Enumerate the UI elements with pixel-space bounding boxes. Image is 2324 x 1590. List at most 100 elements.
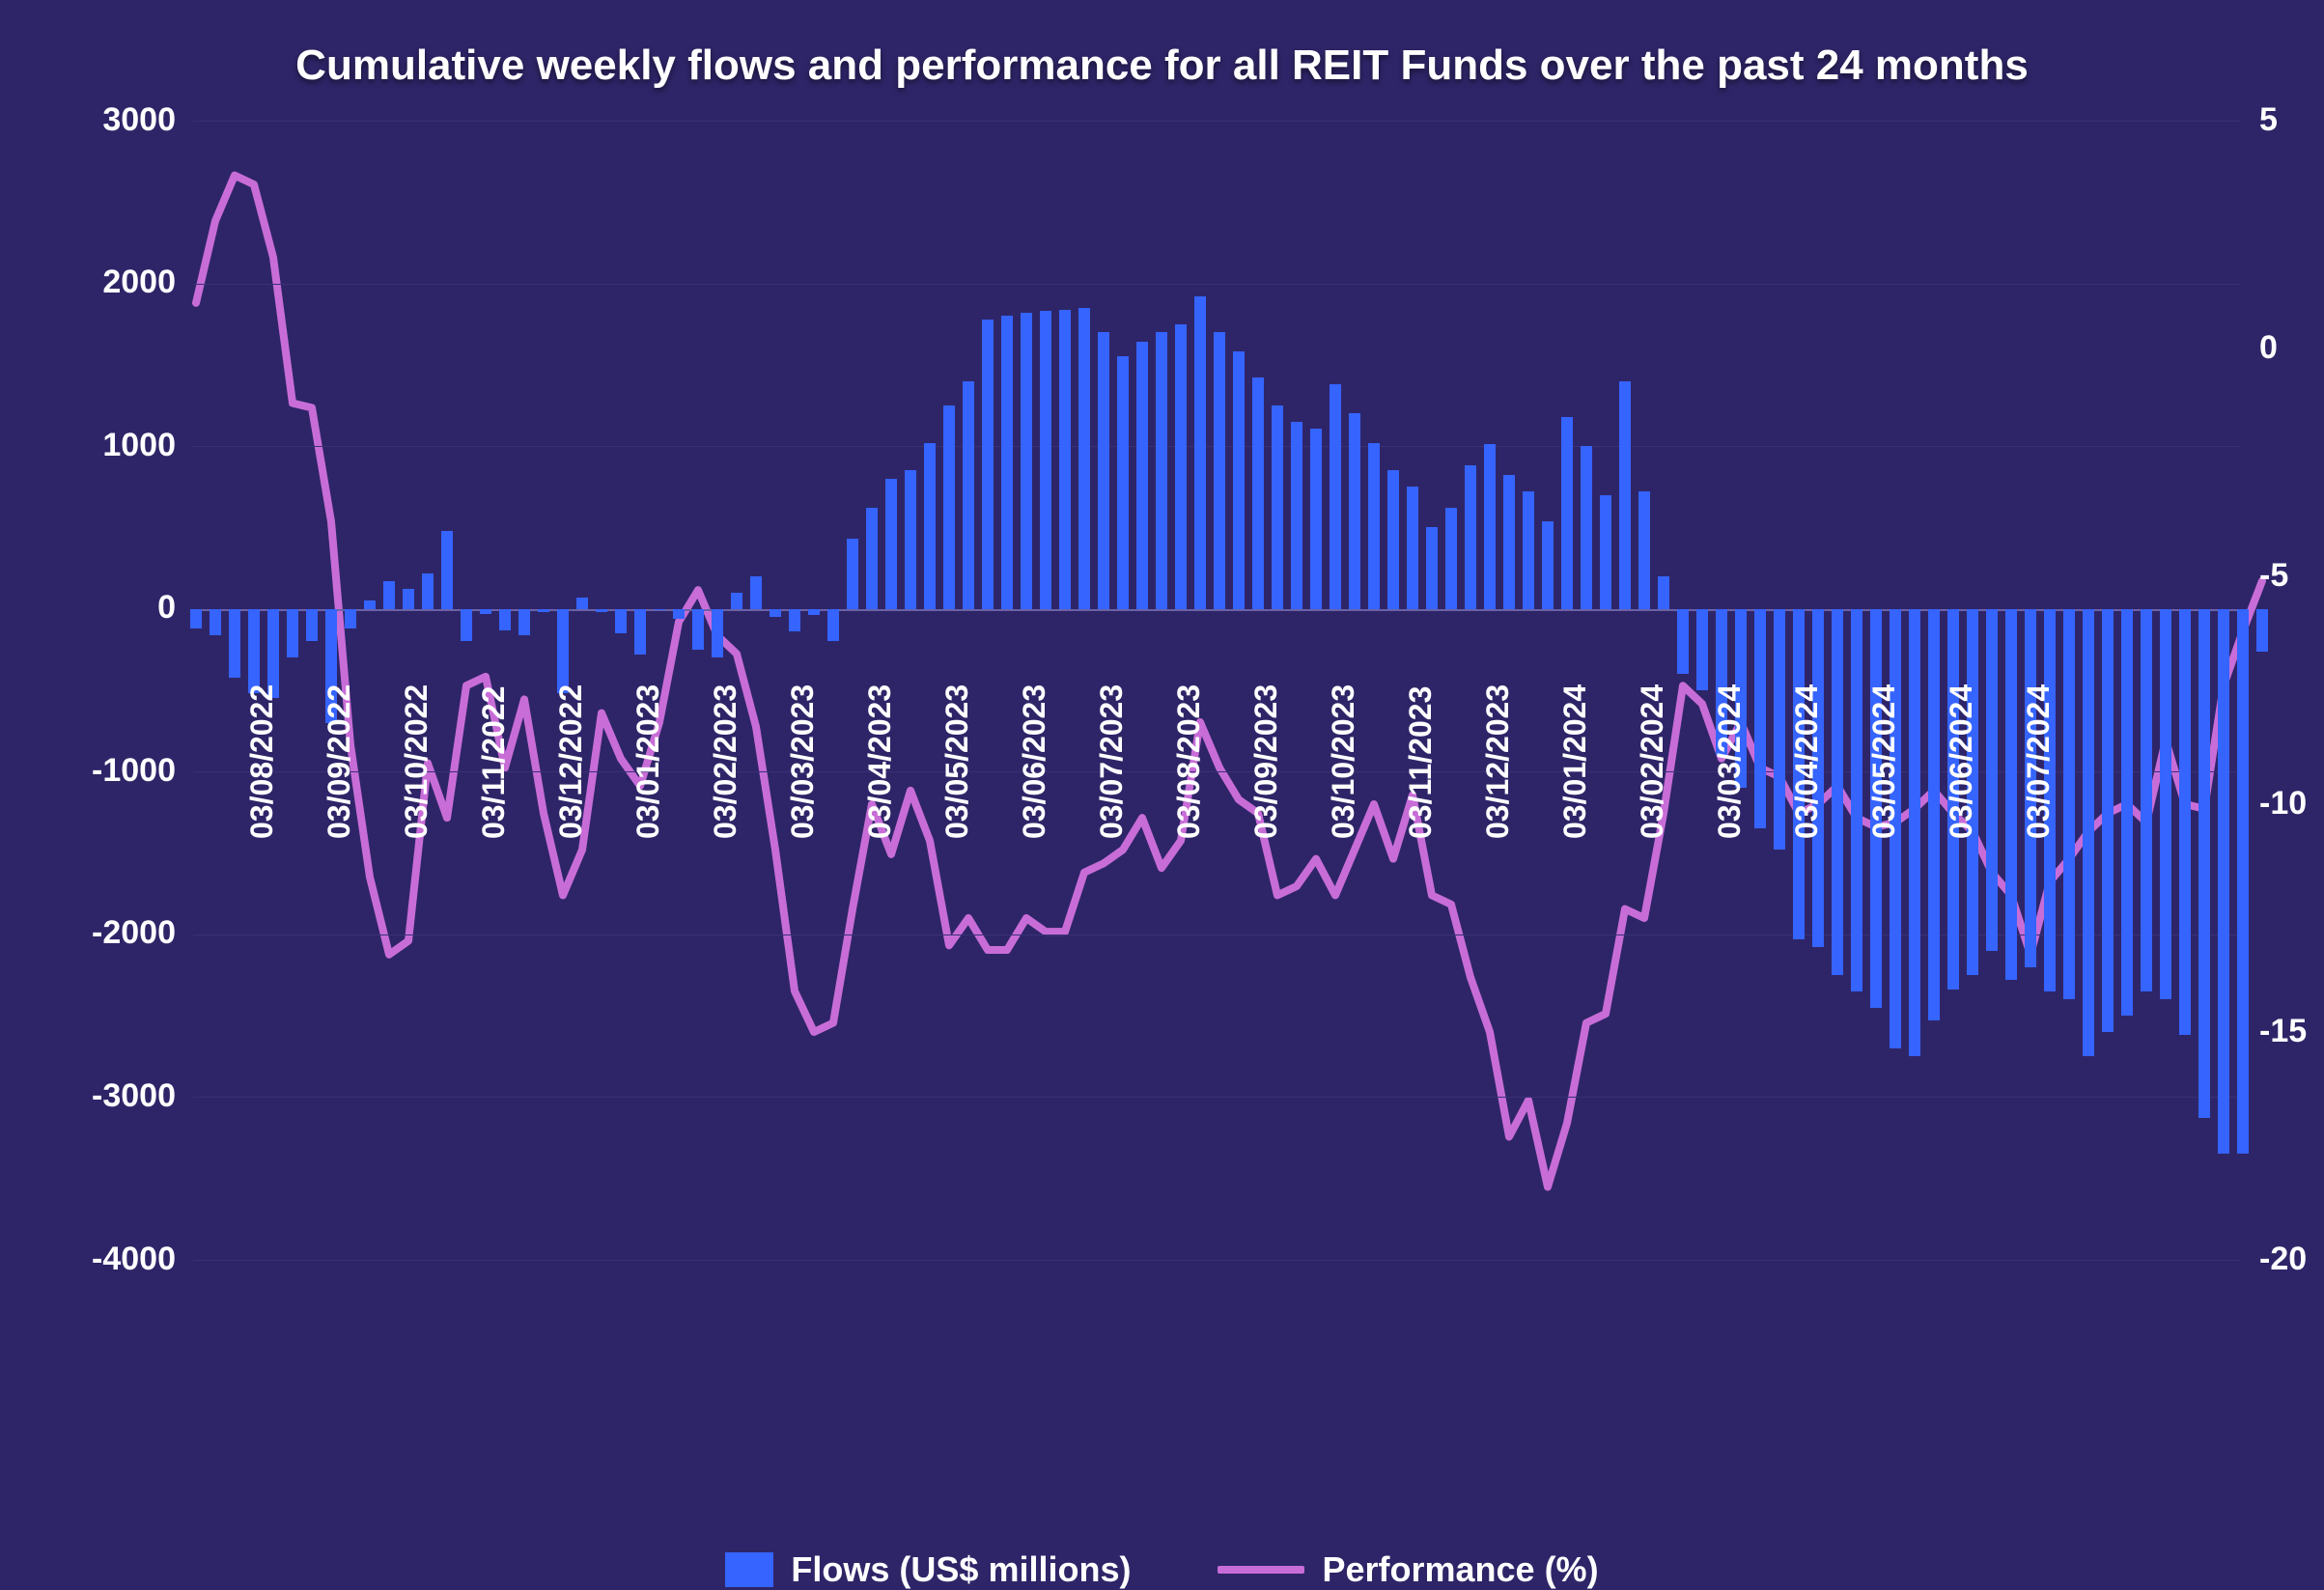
flow-bar	[461, 609, 472, 642]
flow-bar	[210, 609, 221, 635]
flow-bar	[615, 609, 627, 633]
flow-bar	[1581, 446, 1592, 609]
x-tick-label: 03/03/2024	[1712, 684, 1748, 839]
flow-bar	[1561, 417, 1573, 609]
flow-bar	[1619, 381, 1631, 609]
flow-bar	[1523, 491, 1534, 608]
flow-bar	[190, 609, 202, 628]
flow-bar	[1503, 475, 1515, 608]
flow-bar	[808, 609, 820, 616]
flow-bar	[1407, 487, 1418, 608]
flow-bar	[422, 573, 434, 609]
flow-bar	[518, 609, 530, 635]
chart-title: Cumulative weekly flows and performance …	[245, 39, 2080, 92]
flow-bar	[1696, 609, 1708, 690]
flow-bar	[480, 609, 491, 614]
chart-container: Cumulative weekly flows and performance …	[0, 0, 2324, 1505]
flow-bar	[2237, 609, 2249, 1155]
flow-bar	[576, 598, 588, 609]
flow-bar	[1986, 609, 1998, 951]
flow-bar	[1272, 405, 1283, 609]
flow-bar	[557, 609, 569, 694]
y-right-tick: 5	[2259, 101, 2278, 139]
flow-bar	[1098, 332, 1109, 609]
flow-bar	[827, 609, 839, 642]
y-left-tick: 0	[157, 589, 176, 627]
x-tick-label: 03/04/2023	[862, 684, 898, 839]
legend: Flows (US$ millions) Performance (%)	[58, 1549, 2266, 1590]
flow-bar	[1754, 609, 1766, 829]
flow-bar	[1117, 356, 1129, 608]
flow-bar	[905, 470, 916, 608]
x-tick-label: 03/08/2023	[1171, 684, 1207, 839]
x-tick-label: 03/09/2022	[322, 684, 357, 839]
flow-bar	[2218, 609, 2229, 1155]
x-tick-label: 03/05/2023	[939, 684, 975, 839]
y-right-tick: -15	[2259, 1013, 2307, 1050]
flow-bar	[1021, 313, 1032, 609]
flow-bar	[1349, 413, 1360, 608]
flow-bar	[1851, 609, 1862, 991]
flow-bar	[2141, 609, 2152, 991]
y-left-tick: -4000	[92, 1241, 176, 1278]
flow-bar	[2063, 609, 2075, 1000]
flow-bar	[1638, 491, 1650, 608]
flow-bar	[1658, 576, 1669, 609]
flow-bar	[538, 609, 549, 612]
gridline	[193, 284, 2240, 285]
flow-bar	[1291, 422, 1302, 609]
flow-bar	[1136, 342, 1148, 608]
flow-bar	[1156, 332, 1167, 609]
flow-bar	[1040, 311, 1051, 608]
flow-bar	[692, 609, 704, 650]
flow-bar	[248, 609, 260, 694]
flow-bar	[1252, 377, 1264, 608]
flow-bar	[2083, 609, 2094, 1057]
flow-bar	[1832, 609, 1843, 975]
x-tick-label: 03/08/2022	[244, 684, 280, 839]
y-right-tick: -10	[2259, 785, 2307, 823]
flow-bar	[789, 609, 800, 632]
flow-bar	[345, 609, 356, 628]
x-tick-label: 03/04/2024	[1789, 684, 1825, 839]
gridline	[193, 121, 2240, 122]
legend-label-performance: Performance (%)	[1322, 1549, 1598, 1590]
legend-item-flows: Flows (US$ millions)	[725, 1549, 1131, 1590]
flow-bar	[1542, 521, 1554, 609]
gridline	[193, 1260, 2240, 1261]
flow-bar	[847, 539, 858, 608]
flow-bar	[2102, 609, 2114, 1032]
flow-bar	[2160, 609, 2171, 1000]
flow-bar	[1233, 351, 1245, 608]
y-right-tick: -20	[2259, 1241, 2307, 1278]
flow-bar	[499, 609, 511, 630]
x-tick-label: 03/02/2023	[708, 684, 743, 839]
x-tick-label: 03/05/2024	[1866, 684, 1902, 839]
flow-bar	[1330, 384, 1341, 609]
flow-bar	[1214, 332, 1225, 609]
flow-bar	[963, 381, 974, 609]
x-tick-label: 03/02/2024	[1635, 684, 1670, 839]
gridline	[193, 1097, 2240, 1098]
flow-bar	[982, 320, 994, 609]
flow-bar	[712, 609, 723, 658]
y-left-tick: 1000	[102, 427, 176, 464]
legend-swatch-performance	[1218, 1566, 1304, 1574]
flow-bar	[1677, 609, 1689, 674]
flow-bar	[1928, 609, 1940, 1020]
flow-bar	[1078, 308, 1090, 609]
flow-bar	[885, 479, 897, 609]
flow-bar	[364, 600, 376, 608]
flow-bar	[441, 531, 453, 609]
legend-swatch-flows	[725, 1552, 773, 1587]
x-tick-label: 03/06/2023	[1017, 684, 1052, 839]
flow-bar	[1387, 470, 1399, 608]
flow-bar	[1310, 429, 1322, 609]
flow-bar	[1600, 495, 1611, 609]
legend-item-performance: Performance (%)	[1218, 1549, 1598, 1590]
flow-bar	[866, 508, 878, 609]
y-left-tick: -1000	[92, 752, 176, 790]
flow-bar	[383, 581, 395, 609]
x-tick-label: 03/03/2023	[785, 684, 821, 839]
x-tick-label: 03/09/2023	[1248, 684, 1284, 839]
